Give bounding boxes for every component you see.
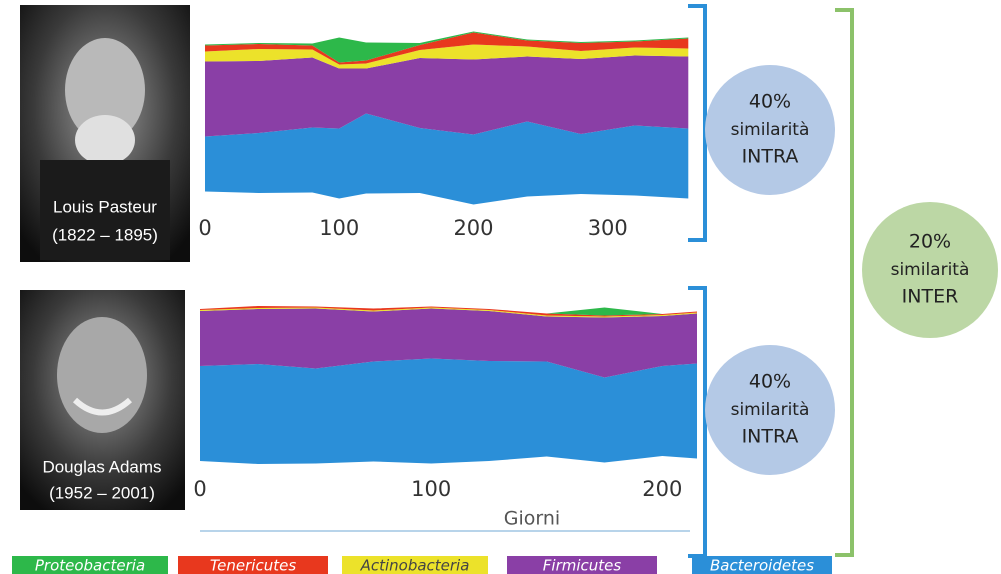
x-tick-label: 0 [198, 216, 211, 240]
x-tick-label: 0 [193, 477, 206, 501]
legend-label: Proteobacteria [35, 557, 145, 574]
label: similarità [891, 260, 970, 280]
x-tick-label: 200 [453, 216, 493, 240]
legend-label: Bacteroidetes [710, 557, 814, 574]
stream-area [205, 56, 688, 137]
legend-label: Tenericutes [210, 557, 296, 574]
kind: INTRA [742, 146, 799, 168]
label: similarità [731, 120, 810, 140]
infographic: Louis Pasteur (1822 – 1895) Douglas Adam… [0, 0, 1001, 574]
person-dates: (1952 – 2001) [49, 483, 155, 502]
bracket [688, 6, 705, 240]
x-tick-label: 200 [642, 477, 682, 501]
x-tick-label: 100 [411, 477, 451, 501]
kind: INTRA [742, 426, 799, 448]
person-dates: (1822 – 1895) [52, 225, 158, 244]
person-name: Douglas Adams [42, 457, 161, 476]
stream-area [200, 359, 697, 465]
photo-adams: Douglas Adams (1952 – 2001) [20, 290, 185, 510]
percent: 20% [909, 231, 951, 253]
kind: INTER [902, 286, 959, 308]
percent: 40% [749, 371, 791, 393]
label: similarità [731, 400, 810, 420]
bracket [835, 10, 852, 555]
x-tick-label: 100 [319, 216, 359, 240]
person-name: Louis Pasteur [53, 197, 157, 216]
photo-pasteur: Louis Pasteur (1822 – 1895) [20, 5, 190, 262]
percent: 40% [749, 91, 791, 113]
legend-label: Actinobacteria [360, 557, 470, 574]
x-axis-label: Giorni [504, 508, 560, 530]
x-tick-label: 300 [588, 216, 628, 240]
legend-label: Firmicutes [543, 557, 622, 574]
